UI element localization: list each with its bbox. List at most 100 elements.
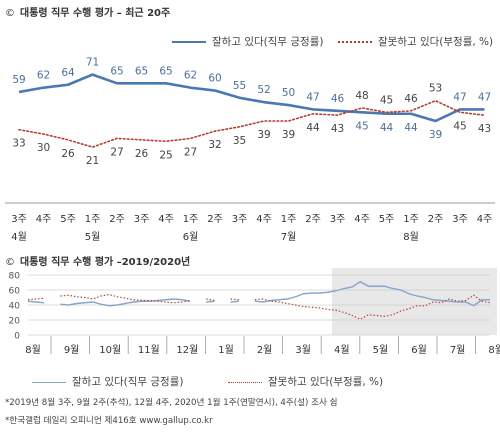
- disapprove-value-label: 26: [61, 148, 75, 160]
- week-tick-label: 2주: [428, 214, 444, 225]
- approve-line: [18, 73, 485, 123]
- approve-value-label: 46: [331, 93, 345, 105]
- approve-value-label: 47: [453, 91, 466, 103]
- y-tick-label: 40: [9, 302, 21, 312]
- approve-line-longterm: [230, 300, 239, 303]
- month-tick-label: 5월: [85, 231, 101, 243]
- top-legend-approve-label: 잘하고 있다(직무 긍정률): [212, 36, 324, 48]
- bottom-legend-disapprove: 잘못하고 있다(부정률, %): [228, 374, 383, 389]
- approve-line-longterm: [206, 300, 215, 303]
- disapprove-value-label: 27: [184, 146, 197, 158]
- week-tick-label: 1주: [85, 214, 101, 225]
- legend-dotted-line-icon-2: [228, 381, 262, 383]
- y-tick-label: 60: [9, 287, 21, 297]
- month-tick-label: 6월: [183, 231, 199, 243]
- month-tick-label: 8월: [488, 344, 500, 356]
- disapprove-line-longterm: [27, 297, 45, 301]
- approve-value-label: 71: [86, 57, 99, 69]
- approve-value-label: 55: [233, 80, 246, 92]
- disapprove-value-label: 53: [429, 83, 442, 95]
- week-tick-label: 1주: [281, 214, 297, 225]
- approve-value-label: 65: [135, 65, 148, 77]
- disapprove-value-label: 27: [110, 146, 123, 158]
- month-tick-label: 1월: [218, 344, 234, 356]
- y-tick-label: 20: [9, 317, 21, 327]
- week-tick-label: 5주: [379, 214, 395, 225]
- disapprove-value-label: 35: [233, 135, 246, 147]
- bottom-chart-title: © 대통령 직무 수행 평가 –2019/2020년: [5, 253, 190, 268]
- bottom-title-text: 대통령 직무 수행 평가 –2019/2020년: [20, 257, 191, 268]
- month-tick-label: 5월: [373, 344, 389, 356]
- approve-value-label: 65: [159, 65, 172, 77]
- disapprove-value-label: 30: [37, 142, 50, 154]
- y-tick-label: 80: [9, 272, 21, 282]
- copyright-icon: ©: [5, 8, 15, 19]
- month-tick-label: 12월: [176, 344, 198, 356]
- top-legend-disapprove-label: 잘못하고 있다(부정률, %): [378, 36, 494, 48]
- legend-solid-line-icon-2: [32, 381, 66, 383]
- week-tick-label: 3주: [452, 214, 468, 225]
- approve-value-label: 44: [404, 122, 418, 134]
- week-tick-label: 2주: [109, 214, 125, 225]
- month-tick-label: 2월: [257, 344, 273, 356]
- bottom-legend-approve: 잘하고 있다(직무 긍정률): [32, 374, 183, 389]
- approve-value-label: 47: [478, 91, 491, 103]
- disapprove-value-label: 44: [306, 122, 320, 134]
- disapprove-value-label: 33: [12, 138, 25, 150]
- week-tick-label: 1주: [183, 214, 199, 225]
- month-tick-label: 8월: [25, 344, 41, 356]
- month-tick-label: 4월: [334, 344, 350, 356]
- disapprove-value-label: 43: [331, 123, 344, 135]
- week-tick-label: 3주: [330, 214, 346, 225]
- approve-value-label: 52: [257, 84, 270, 96]
- approve-value-label: 65: [110, 65, 123, 77]
- legend-solid-line-icon: [172, 41, 206, 43]
- disapprove-value-label: 25: [159, 149, 172, 161]
- approve-value-label: 39: [429, 129, 442, 141]
- week-tick-label: 2주: [207, 214, 223, 225]
- top-title-text: 대통령 직무 수행 평가 – 최근 20주: [20, 8, 171, 19]
- week-tick-label: 3주: [11, 214, 27, 225]
- approve-value-label: 62: [184, 70, 197, 82]
- month-tick-label: 3월: [295, 344, 311, 356]
- approve-value-label: 47: [306, 91, 319, 103]
- approve-value-label: 45: [355, 120, 368, 132]
- bottom-legend-disapprove-label: 잘못하고 있다(부정률, %): [268, 376, 384, 388]
- week-tick-label: 4주: [477, 214, 493, 225]
- month-tick-label: 9월: [64, 344, 80, 356]
- disapprove-line: [18, 99, 486, 148]
- legend-dotted-line-icon: [338, 41, 372, 43]
- week-tick-label: 4주: [256, 214, 272, 225]
- week-tick-label: 3주: [232, 214, 248, 225]
- approve-line-longterm: [60, 298, 191, 307]
- approve-value-label: 60: [208, 73, 221, 85]
- disapprove-value-label: 39: [257, 129, 270, 141]
- top-legend-approve: 잘하고 있다(직무 긍정률): [172, 34, 323, 49]
- y-tick-label: 0: [14, 332, 20, 342]
- week-tick-label: 3주: [134, 214, 150, 225]
- disapprove-value-label: 32: [208, 139, 221, 151]
- month-tick-label: 11월: [138, 344, 160, 356]
- week-tick-label: 5주: [60, 214, 76, 225]
- disapprove-line-longterm: [206, 298, 215, 302]
- approve-line-longterm: [27, 300, 45, 304]
- approve-value-label: 64: [61, 67, 75, 79]
- disapprove-value-label: 45: [380, 94, 393, 106]
- top-legend-disapprove: 잘못하고 있다(부정률, %): [338, 34, 493, 49]
- bottom-legend-approve-label: 잘하고 있다(직무 긍정률): [72, 376, 184, 388]
- approve-value-label: 59: [12, 74, 25, 86]
- week-tick-label: 4주: [158, 214, 174, 225]
- copyright-icon-2: ©: [5, 257, 15, 268]
- disapprove-line-longterm: [230, 298, 239, 301]
- disapprove-value-label: 43: [478, 123, 491, 135]
- footnote-survey-skips: *2019년 8월 3주, 9월 2주(추석), 12월 4주, 2020년 1…: [5, 398, 338, 408]
- month-tick-label: 6월: [411, 344, 427, 356]
- month-tick-label: 7월: [450, 344, 466, 356]
- month-tick-label: 10월: [99, 344, 121, 356]
- month-tick-label: 4월: [11, 231, 27, 243]
- disapprove-line-longterm: [60, 293, 191, 304]
- month-tick-label: 7월: [281, 231, 297, 243]
- approve-value-label: 50: [282, 87, 295, 99]
- week-tick-label: 4주: [354, 214, 370, 225]
- disapprove-line-longterm: [254, 294, 491, 320]
